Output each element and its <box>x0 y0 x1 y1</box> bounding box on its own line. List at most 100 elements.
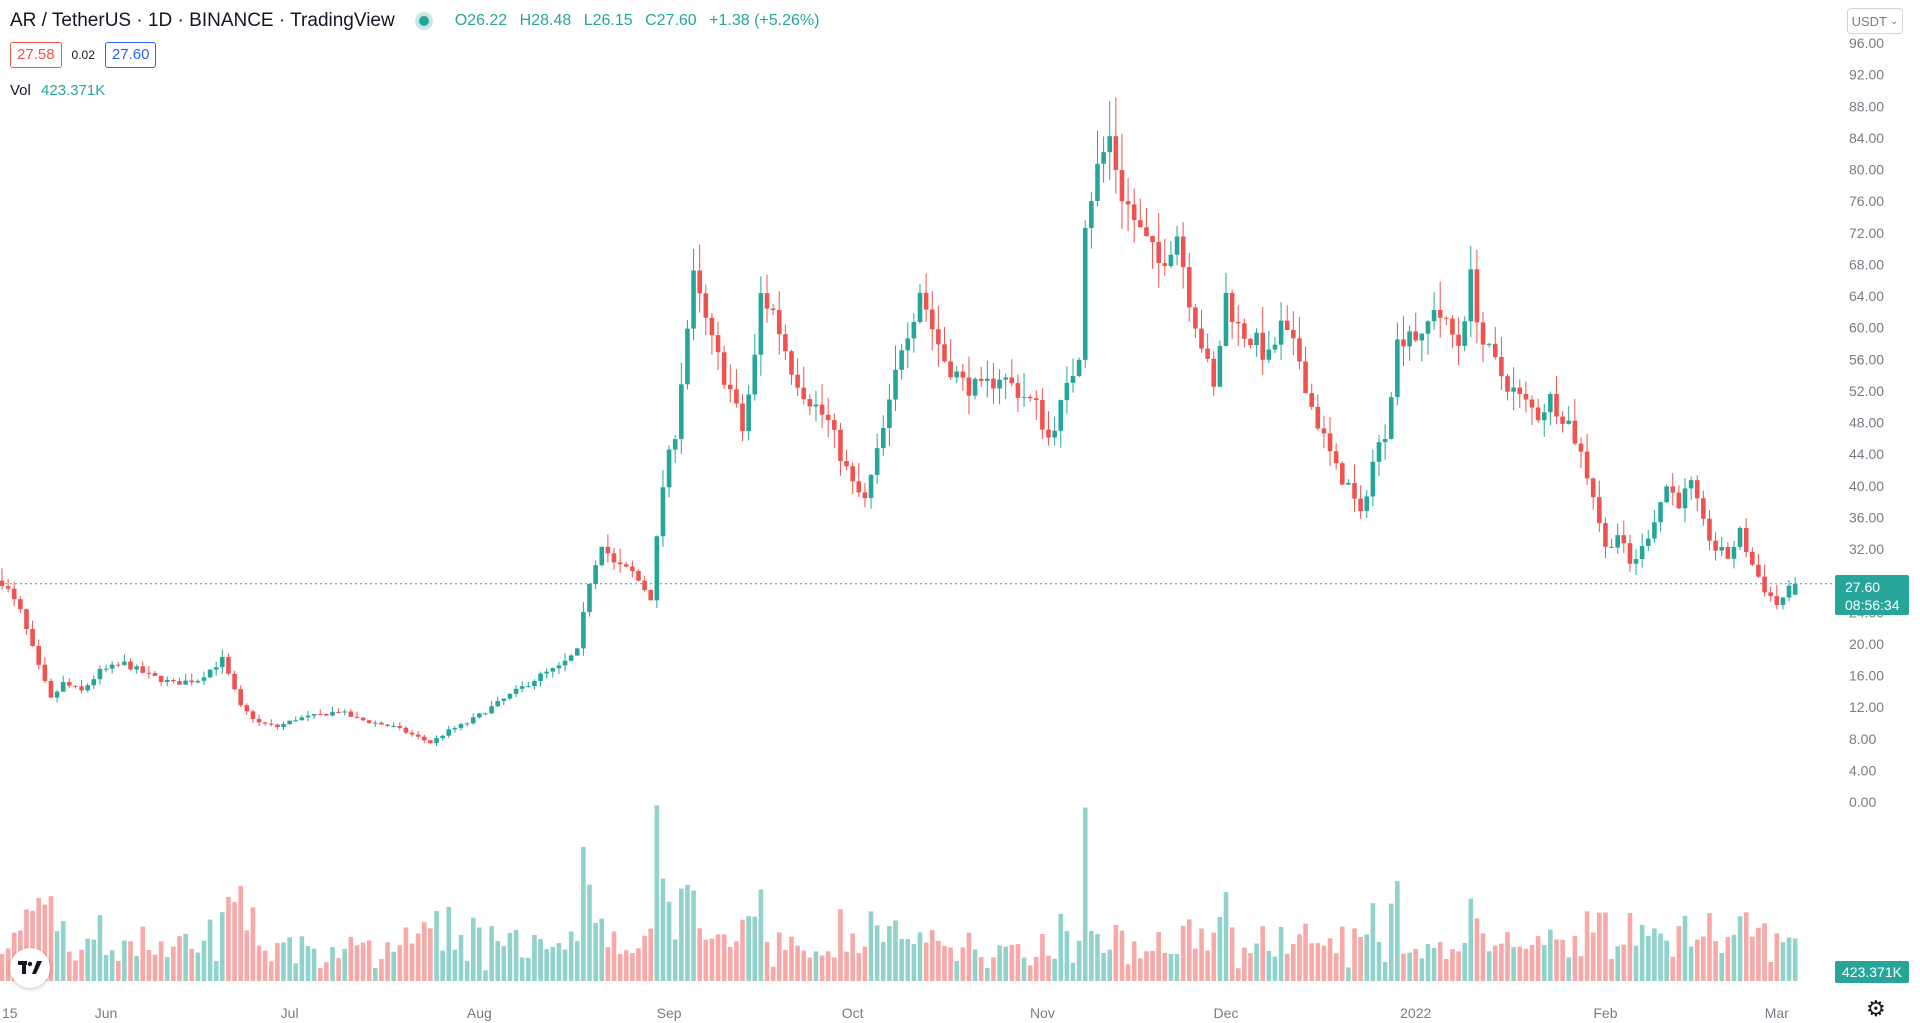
volume-bar <box>611 931 617 981</box>
volume-bar <box>1168 953 1174 981</box>
candle-body <box>183 680 188 685</box>
candle-body <box>458 724 464 729</box>
tradingview-logo-icon[interactable] <box>10 948 50 988</box>
bar-countdown: 08:56:34 <box>1845 596 1900 613</box>
volume-legend[interactable]: Vol 423.371K <box>10 82 105 99</box>
volume-bar <box>562 949 568 981</box>
volume-bar <box>1046 955 1051 981</box>
time-tick-label: Oct <box>842 1005 864 1021</box>
candle-body <box>440 735 445 739</box>
candle-body <box>887 399 892 428</box>
candle-body <box>1217 345 1223 387</box>
volume-bar <box>819 955 825 981</box>
volume-bar <box>550 946 556 981</box>
volume-bar <box>556 943 562 981</box>
candle-body <box>850 466 855 482</box>
candle-body <box>1615 535 1620 548</box>
candle-body <box>1688 480 1694 489</box>
volume-bar <box>776 932 782 981</box>
candle-body <box>795 374 800 388</box>
volume-bar <box>960 947 966 981</box>
volume-bar <box>1119 930 1125 981</box>
volume-bar <box>1468 898 1474 981</box>
candle-body <box>605 546 611 554</box>
volume-bar <box>752 916 758 981</box>
candle-body <box>672 439 678 450</box>
price-tick-label: 76.00 <box>1849 193 1884 209</box>
candle-body <box>960 371 966 378</box>
candle-body <box>923 292 929 310</box>
candle-body <box>507 693 513 699</box>
quote-box: 27.58 0.02 27.60 <box>10 42 157 68</box>
candle-body <box>1174 236 1180 255</box>
volume-bar <box>1138 958 1143 981</box>
volume-bar <box>1437 942 1443 981</box>
price-axis[interactable]: 96.00 92.00 88.00 84.00 80.00 76.00 72.00 68.00… <box>1849 35 1884 810</box>
volume-bar <box>428 928 433 981</box>
volume-bar <box>421 922 427 981</box>
volume-bar <box>391 951 396 981</box>
volume-bar <box>440 950 445 981</box>
volume-bar <box>789 936 794 981</box>
candle-body <box>213 667 219 670</box>
candle-body <box>1523 393 1529 400</box>
volume-bar <box>715 934 721 981</box>
symbol-title[interactable]: AR / TetherUS · 1D · BINANCE · TradingVi… <box>10 10 395 31</box>
volume-bar <box>354 945 360 981</box>
volume-bar <box>1633 945 1639 981</box>
candle-body <box>1670 486 1676 493</box>
candle-body <box>1486 343 1492 345</box>
ask-price[interactable]: 27.60 <box>104 42 157 68</box>
volume-bar <box>519 957 525 981</box>
volume-bar <box>1352 928 1357 981</box>
candle-body <box>109 664 115 669</box>
volume-bar <box>1095 933 1100 981</box>
candle-body <box>703 293 709 318</box>
candle-body <box>746 394 751 432</box>
candle-body <box>1468 269 1474 322</box>
candle-body <box>538 673 543 681</box>
volume-bar <box>758 889 764 981</box>
candle-body <box>262 722 268 724</box>
candle-body <box>1089 200 1094 229</box>
price-tick-label: 48.00 <box>1849 415 1884 431</box>
candle-body <box>519 686 525 689</box>
time-axis[interactable]: 15 Jun Jul Aug Sep Oct Nov Dec 2022 Feb Mar <box>2 1005 1789 1021</box>
candle-body <box>532 680 537 687</box>
volume-label: Vol <box>10 82 31 99</box>
volume-bar <box>850 933 855 981</box>
candle-body <box>838 429 843 462</box>
candle-body <box>1260 332 1266 360</box>
market-status-dot[interactable] <box>418 16 429 26</box>
bid-price[interactable]: 27.58 <box>10 42 62 68</box>
volume-bar <box>1584 911 1590 981</box>
gear-icon[interactable]: ⚙ <box>1866 996 1886 1021</box>
volume-bar <box>158 941 164 981</box>
volume-bar <box>97 915 103 981</box>
candle-body <box>311 714 317 716</box>
candle-body <box>1046 429 1051 438</box>
candle-body <box>801 387 807 400</box>
candle-body <box>789 351 794 375</box>
candle-body <box>1756 564 1761 577</box>
candle-body <box>1633 559 1639 564</box>
volume-bar <box>954 960 960 981</box>
volume-bar <box>568 931 574 981</box>
volume-bar <box>281 942 286 981</box>
volume-bar <box>1682 915 1688 981</box>
candle-body <box>1009 377 1015 384</box>
volume-bar <box>929 930 935 981</box>
volume-bar <box>1750 936 1755 981</box>
volume-bar <box>1523 948 1529 981</box>
volume-bar <box>1780 942 1786 981</box>
candle-body <box>1499 357 1504 377</box>
candle-body <box>115 664 121 666</box>
volume-bar <box>1180 925 1186 981</box>
volume-bar <box>1603 912 1608 981</box>
candle-body <box>1425 321 1431 334</box>
candle-body <box>1682 488 1688 509</box>
candle-body <box>428 740 433 744</box>
candle-body <box>324 714 329 716</box>
currency-dropdown[interactable]: USDT ⌄ <box>1847 8 1903 34</box>
